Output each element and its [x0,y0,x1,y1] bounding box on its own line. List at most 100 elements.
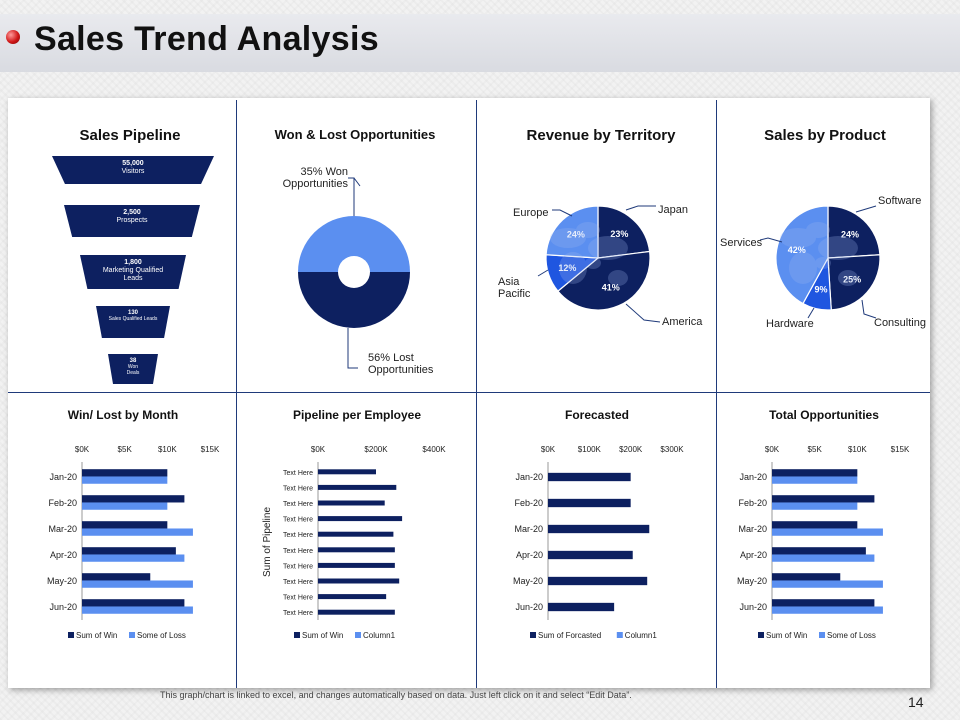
bar-sum-of-win [772,469,858,477]
bar-sum-of-win [82,573,151,581]
bar-sum-of-win [772,547,866,555]
bar-some-of-loss [82,606,193,614]
pie-value-label: 41% [602,283,620,293]
bar-sum-of-win [318,609,395,615]
bar-some-of-loss [82,476,168,484]
legend-label: Sum of Win [302,631,343,640]
bar-some-of-loss [772,502,858,510]
divider-v3 [716,100,717,688]
funnel-label: Marketing Qualified Leads [102,267,164,282]
leader-line [807,307,815,319]
label-japan: Japan [658,204,688,216]
product-title: Sales by Product [764,127,886,144]
category-label: Text Here [283,470,313,477]
pie-slice-europe [545,205,599,259]
axis-tick-label: $15K [201,445,220,454]
pie-value-label: 9% [814,284,827,294]
divider-h [8,392,930,393]
bar-some-of-loss [82,528,193,536]
category-label: May-20 [737,576,767,586]
won-lost-chart [298,177,410,369]
bar-sum-of-win [772,495,875,503]
funnel-value: 130 [127,310,138,316]
funnel-value: 55,000 [122,160,144,167]
bar-sum-of-forcasted [548,602,615,612]
leader-line [855,205,877,213]
category-label: Feb-20 [514,498,543,508]
pie-slice-services [775,205,829,305]
bar-some-of-loss [772,606,883,614]
pie-slice-software [827,205,881,259]
territory-pie-chart: 23% 41% 12% 24% [537,205,661,323]
pie-value-label: 25% [843,274,861,284]
axis-tick-label: $100K [578,445,602,454]
legend-swatch [758,632,764,638]
won-leader-line [348,177,361,216]
axis-tick-label: $0K [541,445,556,454]
bar-sum-of-win [318,500,385,506]
axis-tick-label: $0K [75,445,90,454]
won-label: 35% Won Opportunities [282,166,348,190]
page-number: 14 [908,694,924,710]
legend-swatch [129,632,135,638]
legend-label: Sum of Win [766,631,807,640]
funnel-label: Visitors [121,168,145,175]
pie-value-label: 23% [610,229,628,239]
category-label: May-20 [47,576,77,586]
territory-title: Revenue by Territory [526,127,676,144]
bar-sum-of-win [318,578,400,584]
pie-value-label: 42% [788,245,806,255]
legend-swatch [616,632,623,638]
label-consulting: Consulting [874,317,926,329]
donut-hole [338,256,370,288]
pie-slice-japan [597,205,651,259]
bar-sum-of-win [318,469,376,475]
funnel-stage: 1,800 Marketing Qualified Leads [80,255,186,289]
category-label: Text Here [283,517,313,524]
leader-line [625,205,656,211]
category-label: Feb-20 [48,498,77,508]
category-label: Mar-20 [48,524,77,534]
leader-line [537,269,549,277]
bar-sum-of-forcasted [548,550,633,560]
footer-note: This graph/chart is linked to excel, and… [160,690,632,700]
bar-some-of-loss [772,580,883,588]
axis-tick-label: $400K [422,445,446,454]
category-label: Jan-20 [739,472,767,482]
category-label: Apr-20 [50,550,77,560]
lost-label: 56% Lost Opportunities [368,352,434,376]
bar-some-of-loss [82,554,185,562]
legend-label: Some of Loss [137,631,186,640]
world-map-texture [550,222,628,286]
funnel-value: 38 [129,358,137,364]
funnel-label: Won Deals [126,364,140,376]
bar-some-of-loss [82,502,168,510]
legend-label: Column1 [625,631,658,640]
title-band [0,14,960,72]
bar-sum-of-forcasted [548,576,648,586]
bar-sum-of-win [82,547,176,555]
category-label: Feb-20 [738,498,767,508]
label-america: America [662,316,703,328]
category-label: Jan-20 [49,472,77,482]
forecasted-chart: Forecasted $0K $100K $200K $300K Jan-20 Feb-20… [513,408,684,640]
axis-tick-label: $200K [619,445,643,454]
bar-sum-of-win [82,469,168,477]
label-europe: Europe [513,207,549,219]
leader-line [759,237,783,243]
chart-title: Forecasted [565,408,629,422]
funnel-stage: 38 Won Deals [108,354,158,384]
axis-tick-label: $0K [765,445,780,454]
axis-tick-label: $200K [364,445,388,454]
category-label: Text Here [283,548,313,555]
total-opportunities-chart: Total Opportunities $0K $5K $10K $15K Jan-20 F… [737,408,910,640]
won-lost-title: Won & Lost Opportunities [274,127,436,142]
category-label: Mar-20 [738,524,767,534]
legend-swatch [530,632,536,638]
label-services: Services [720,237,763,249]
label-asia-pacific: Asia Pacific [498,276,531,300]
legend-swatch [294,632,300,638]
pie-slice-america [557,250,651,311]
bar-some-of-loss [82,580,193,588]
chart-title: Pipeline per Employee [293,408,421,422]
